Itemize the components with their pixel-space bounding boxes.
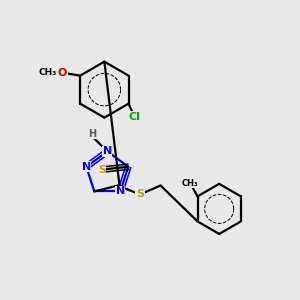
Text: N: N <box>103 146 112 157</box>
Text: S: S <box>98 165 106 175</box>
Text: H: H <box>88 129 97 139</box>
Text: O: O <box>58 68 67 78</box>
Text: CH₃: CH₃ <box>182 178 199 188</box>
Text: CH₃: CH₃ <box>39 68 57 77</box>
Text: S: S <box>136 189 144 200</box>
Text: N: N <box>82 162 91 172</box>
Text: N: N <box>116 186 125 197</box>
Text: Cl: Cl <box>128 112 140 122</box>
